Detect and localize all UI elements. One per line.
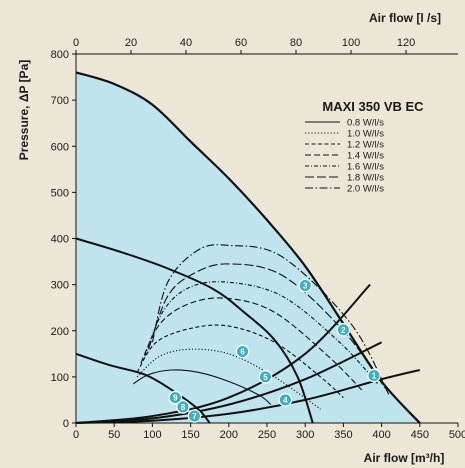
marker-label-6: 6 <box>240 348 245 357</box>
x2-tick-label: 80 <box>290 37 302 49</box>
x-tick-label: 350 <box>334 429 352 441</box>
system-curve-1 <box>75 283 371 424</box>
marker-point-9 <box>168 390 183 405</box>
x-axis-title: Air flow [m³/h] <box>364 451 445 465</box>
y-tick-label: 800 <box>51 49 69 61</box>
marker-label-5: 5 <box>263 373 268 382</box>
x-tick-label: 300 <box>296 429 314 441</box>
x-tick-label: 50 <box>108 429 120 441</box>
y-tick-label: 200 <box>51 326 69 338</box>
x-tick-label: 400 <box>372 429 390 441</box>
marker-point-4 <box>278 393 293 407</box>
x-tick-label: 200 <box>220 429 238 441</box>
system-curve-3 <box>75 369 421 424</box>
x2-tick-label: 60 <box>235 37 247 49</box>
legend-label-6: 1.8 W/l/s <box>347 173 384 184</box>
power-line-7 <box>151 244 390 396</box>
y-axis-title: Pressure, ΔP [Pa] <box>17 60 31 160</box>
x-tick-label: 150 <box>181 429 199 441</box>
marker-label-4: 4 <box>283 396 288 405</box>
marker-label-8: 8 <box>181 403 186 412</box>
legend-label-1: 0.8 W/l/s <box>347 118 384 129</box>
marker-point-3 <box>298 278 313 293</box>
legend-label-4: 1.4 W/l/s <box>347 151 384 162</box>
power-line-5 <box>144 281 379 385</box>
marker-label-3: 3 <box>303 282 308 291</box>
legend-label-7: 2.0 W/l/s <box>347 184 384 195</box>
x2-tick-label: 120 <box>397 37 415 49</box>
y-tick-label: 0 <box>63 418 69 430</box>
plot-layer: 0 50 100 150 200 250 300 350 400 450 5000100200300… <box>51 37 465 441</box>
marker-label-1: 1 <box>372 371 377 380</box>
marker-point-8 <box>176 400 190 414</box>
x-tick-label: 250 <box>258 429 276 441</box>
y-tick-label: 600 <box>51 141 69 153</box>
marker-label-7: 7 <box>192 412 197 421</box>
operating-area-fill <box>76 72 420 424</box>
marker-point-2 <box>336 322 351 337</box>
fan-curve-2 <box>75 352 211 424</box>
marker-point-1 <box>367 368 381 383</box>
y-tick-label: 400 <box>51 234 69 246</box>
legend-label-2: 1.0 W/l/s <box>347 129 384 140</box>
x2-axis-title: Air flow [l /s] <box>369 11 441 25</box>
y-tick-label: 100 <box>51 372 69 384</box>
marker-point-7 <box>187 409 202 423</box>
system-curve-2 <box>75 341 383 424</box>
max-fan-curve <box>75 71 421 424</box>
marker-label-9: 9 <box>173 394 178 403</box>
x-tick-label: 500 <box>449 429 465 441</box>
fan-curve-1 <box>75 237 314 424</box>
y-tick-label: 300 <box>51 280 69 292</box>
legend-label-3: 1.2 W/l/s <box>347 140 384 151</box>
legend-label-5: 1.6 W/l/s <box>347 162 384 173</box>
x-tick-label: 450 <box>411 429 429 441</box>
y-tick-label: 500 <box>51 187 69 199</box>
x2-tick-label: 40 <box>180 37 192 49</box>
marker-point-5 <box>258 370 273 384</box>
x2-tick-label: 0 <box>73 37 79 49</box>
power-line-3 <box>136 324 344 399</box>
x2-tick-label: 20 <box>125 37 137 49</box>
x2-tick-label: 100 <box>342 37 360 49</box>
x-tick-label: 0 <box>73 429 79 441</box>
chart-title: MAXI 350 VB EC <box>322 99 424 114</box>
marker-point-6 <box>235 344 250 359</box>
y-tick-label: 700 <box>51 95 69 107</box>
x-tick-label: 100 <box>143 429 161 441</box>
marker-label-2: 2 <box>341 326 346 335</box>
